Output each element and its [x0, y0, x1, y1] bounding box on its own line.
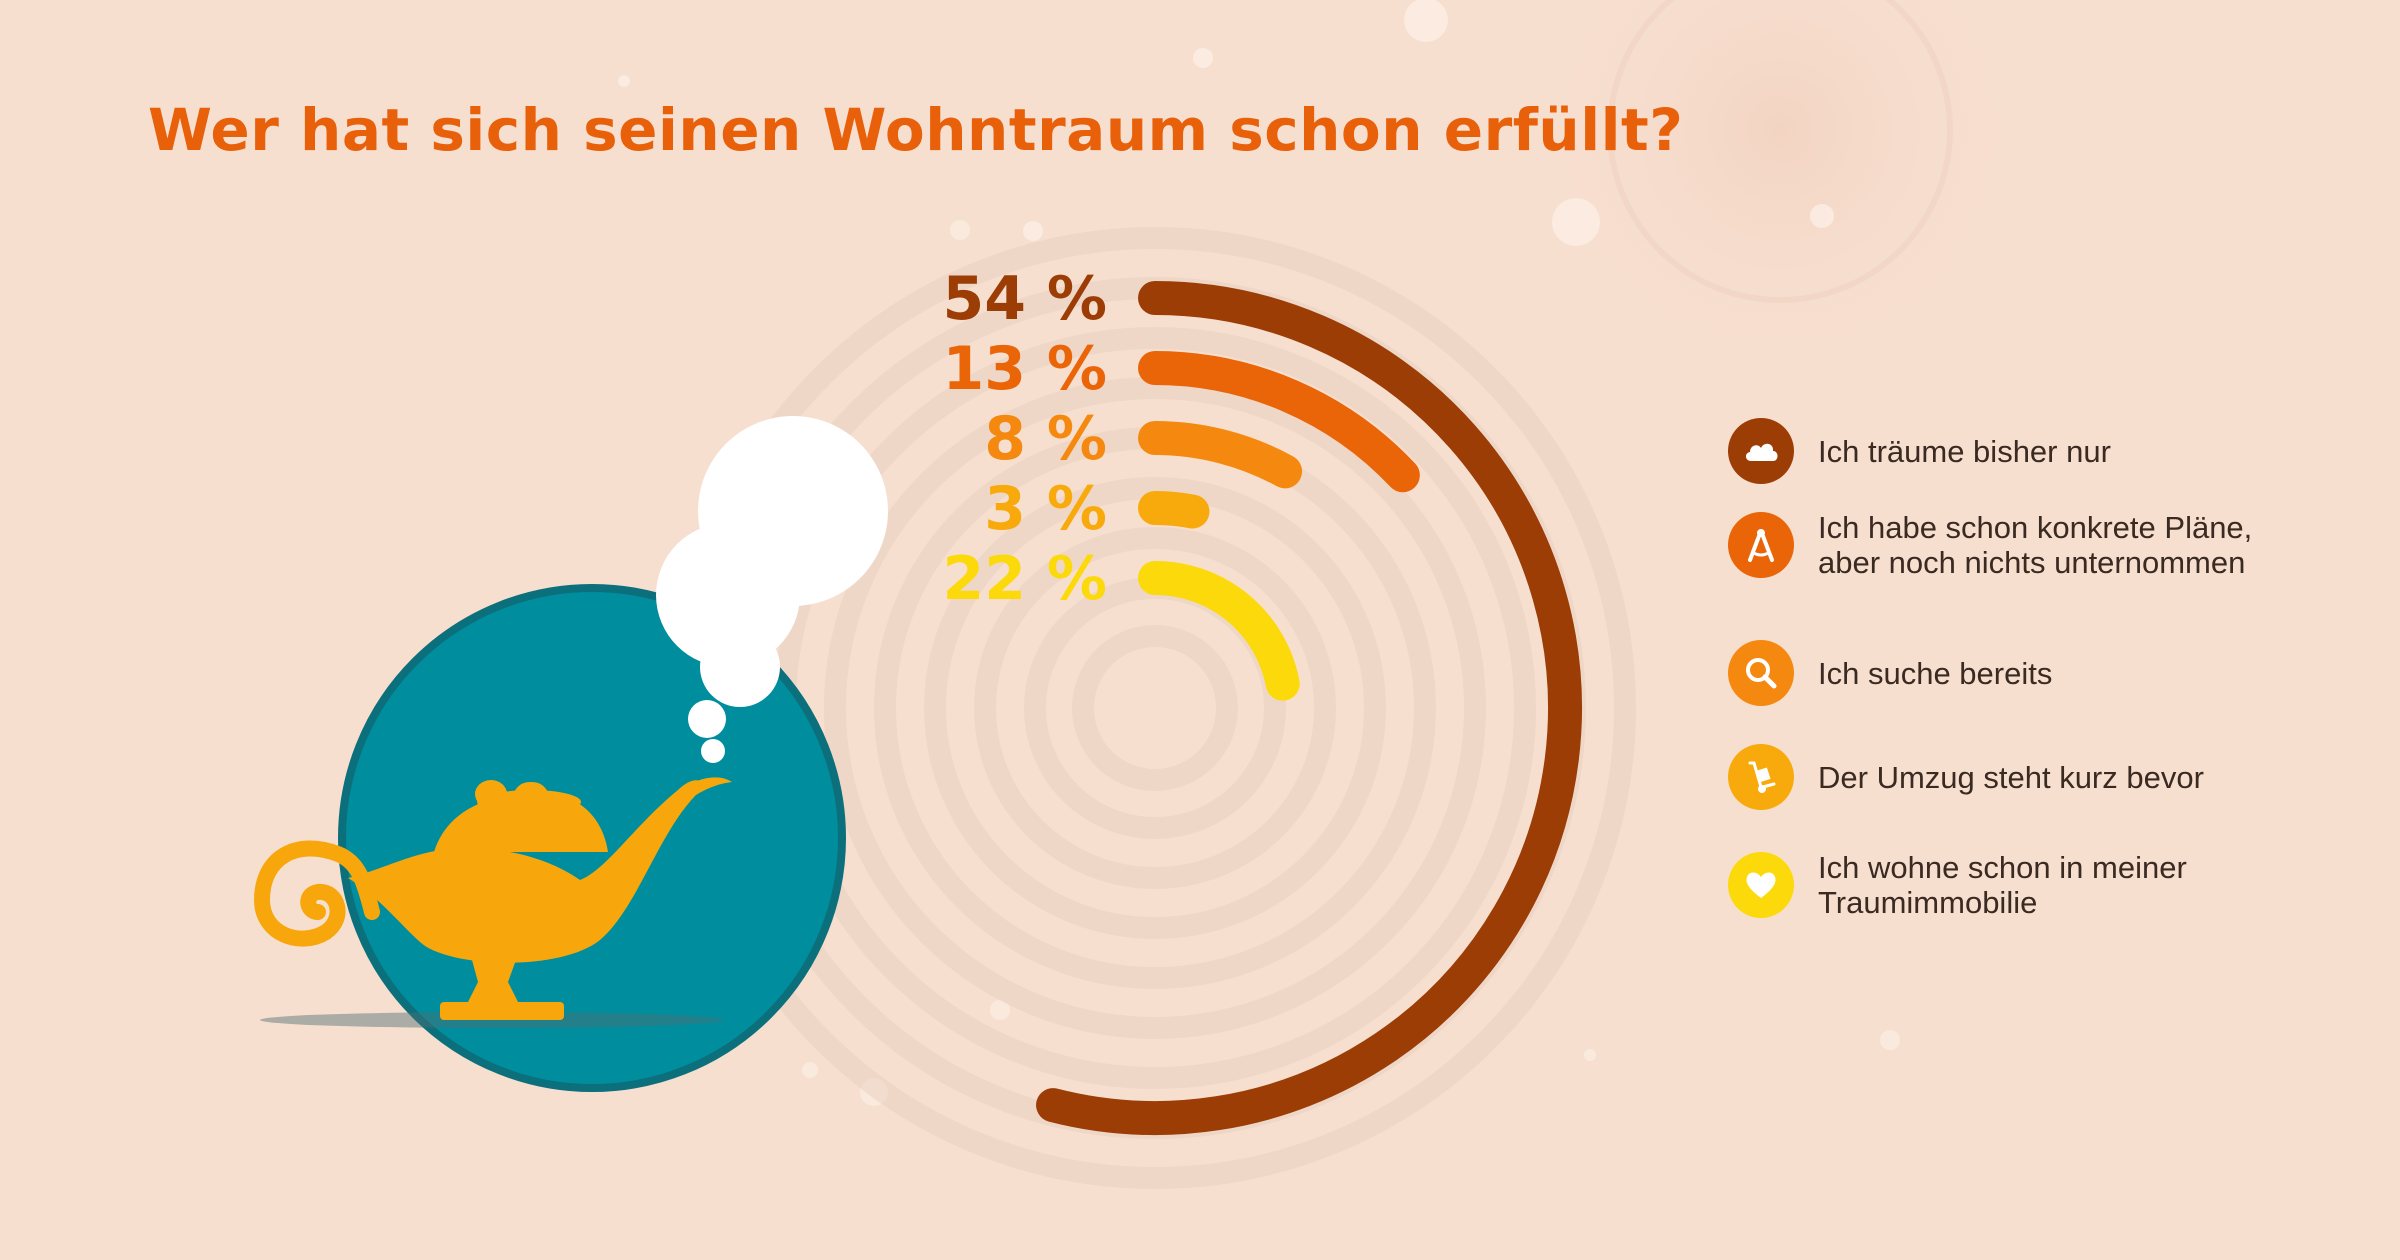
legend-swatch-concrete-plans — [1728, 512, 1794, 578]
arc-moving-soon — [1138, 491, 1210, 529]
page-title: Wer hat sich seinen Wohntraum schon erfü… — [148, 96, 1684, 164]
chart-value-labels: 54 %13 %8 %3 %22 % — [942, 264, 1107, 614]
value-label-dreaming: 54 % — [942, 264, 1107, 334]
value-label-concrete-plans: 13 % — [942, 334, 1107, 404]
legend-item-searching: Ich suche bereits — [1728, 640, 2052, 706]
arc-searching — [1138, 421, 1303, 489]
track-ring-5 — [924, 477, 1386, 939]
hand-truck-icon — [1748, 761, 1776, 793]
track-ring-6 — [974, 527, 1336, 889]
magnifier-icon — [1746, 658, 1777, 689]
heart-icon — [1746, 872, 1776, 898]
arc-concrete-plans — [1138, 351, 1420, 493]
legend-swatch-dreaming — [1728, 418, 1794, 484]
legend-item-moving-soon: Der Umzug steht kurz bevor — [1728, 744, 2204, 810]
legend-label: Ich wohne schon in meiner Traumimmobilie — [1818, 850, 2187, 920]
legend-swatch-living-dream — [1728, 852, 1794, 918]
legend-item-living-dream: Ich wohne schon in meiner Traumimmobilie — [1728, 850, 2187, 920]
cloud-icon — [1745, 443, 1778, 461]
legend-item-concrete-plans: Ich habe schon konkrete Pläne, aber noch… — [1728, 510, 2252, 580]
legend-label: Ich habe schon konkrete Pläne, aber noch… — [1818, 510, 2253, 580]
magic-lamp-icon — [253, 777, 732, 1020]
track-ring-3 — [824, 377, 1486, 1039]
magic-lamp-illustration — [253, 416, 888, 1092]
thought-bubble-icon — [656, 416, 888, 763]
legend-item-dreaming: Ich träume bisher nur — [1728, 418, 2111, 484]
arc-dreaming — [1036, 281, 1582, 1135]
value-label-living-dream: 22 % — [942, 544, 1107, 614]
arc-living-dream — [1138, 561, 1300, 701]
legend-label: Ich träume bisher nur — [1818, 433, 2111, 469]
legend-label: Der Umzug steht kurz bevor — [1818, 759, 2204, 795]
chart-track-rings — [674, 227, 1636, 1189]
legend-label: Ich suche bereits — [1818, 655, 2053, 691]
compass-icon — [1748, 529, 1774, 562]
legend-swatch-searching — [1728, 640, 1794, 706]
legend-swatch-moving-soon — [1728, 744, 1794, 810]
value-label-searching: 8 % — [984, 404, 1107, 474]
value-label-moving-soon: 3 % — [984, 474, 1107, 544]
track-ring-8 — [1072, 625, 1238, 791]
chart-arcs — [1036, 281, 1582, 1135]
